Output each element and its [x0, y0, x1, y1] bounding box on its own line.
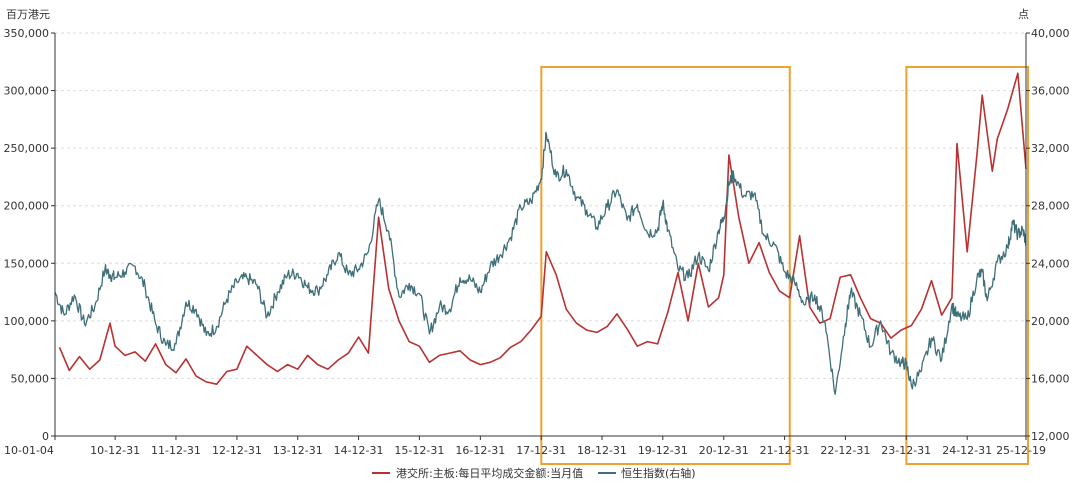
x-tick-label: 13-12-31 [273, 444, 323, 457]
highlight-box [540, 66, 791, 465]
x-tick-label: 12-12-31 [212, 444, 262, 457]
left-tick-label: 50,000 [11, 372, 50, 385]
highlight-box [905, 66, 1029, 465]
right-tick-label: 16,000 [1031, 372, 1070, 385]
x-tick-label: 22-12-31 [820, 444, 870, 457]
series-line [54, 131, 1027, 395]
left-tick-label: 350,000 [4, 27, 50, 40]
left-tick-label: 200,000 [4, 200, 50, 213]
right-axis-unit: 点 [1018, 8, 1029, 21]
right-axis-ticks: 12,000 16,000 20,000 24,000 28,000 32,000 36,0… [1026, 27, 1070, 443]
series-line [58, 72, 1027, 386]
x-tick-label: 16-12-31 [455, 444, 505, 457]
x-tick-label: 17-12-31 [516, 444, 566, 457]
x-tick-label: 11-12-31 [151, 444, 201, 457]
x-tick-label: 23-12-31 [881, 444, 931, 457]
left-axis-unit: 百万港元 [6, 8, 50, 21]
series-lines [54, 72, 1027, 395]
legend-label: 港交所:主板:每日平均成交金额:当月值 [396, 466, 583, 480]
x-tick-label: 20-12-31 [699, 444, 749, 457]
highlight-boxes [540, 66, 1029, 465]
x-tick-label: 18-12-31 [577, 444, 627, 457]
x-tick-label: 24-12-31 [942, 444, 992, 457]
x-tick-label: 10-01-04 [4, 444, 54, 457]
left-tick-label: 0 [42, 430, 49, 443]
x-tick-label: 14-12-31 [334, 444, 384, 457]
x-tick-label: 25-12-19 [996, 444, 1046, 457]
left-axis-ticks: 0 50,000 100,000 150,000 200,000 250,000 300,0… [4, 27, 55, 443]
right-tick-label: 24,000 [1031, 257, 1070, 270]
right-tick-label: 20,000 [1031, 315, 1070, 328]
left-tick-label: 150,000 [4, 257, 50, 270]
x-tick-label: 15-12-31 [394, 444, 444, 457]
right-tick-label: 36,000 [1031, 85, 1070, 98]
right-tick-label: 40,000 [1031, 27, 1070, 40]
axes [54, 33, 1027, 437]
left-tick-label: 250,000 [4, 142, 50, 155]
x-tick-label: 10-12-31 [90, 444, 140, 457]
left-tick-label: 300,000 [4, 85, 50, 98]
x-tick-label: 21-12-31 [760, 444, 810, 457]
left-tick-label: 100,000 [4, 315, 50, 328]
right-tick-label: 12,000 [1031, 430, 1070, 443]
legend-label: 恒生指数(右轴) [621, 466, 696, 480]
x-tick-label: 19-12-31 [638, 444, 688, 457]
right-tick-label: 28,000 [1031, 200, 1070, 213]
x-axis-ticks: 10-01-04 10-12-31 11-12-31 12-12-31 13-12-31… [4, 436, 1046, 457]
legend: 港交所:主板:每日平均成交金额:当月值 恒生指数(右轴) [372, 466, 696, 480]
right-tick-label: 32,000 [1031, 142, 1070, 155]
